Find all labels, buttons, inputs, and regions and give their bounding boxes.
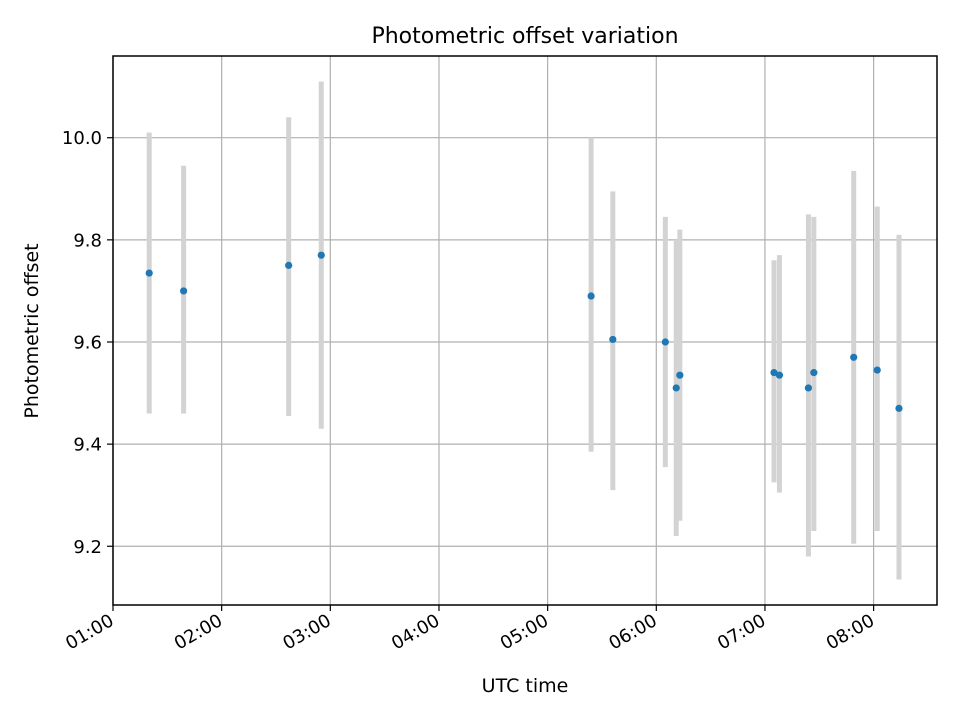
y-tick-label: 10.0 [62, 128, 102, 149]
data-point [285, 261, 293, 269]
data-point [587, 292, 595, 300]
data-point [895, 404, 903, 412]
data-point [770, 369, 778, 377]
y-tick-label: 9.2 [73, 537, 102, 558]
chart-title: Photometric offset variation [371, 24, 678, 49]
data-point [661, 338, 669, 346]
x-axis-label: UTC time [482, 675, 569, 697]
y-tick-label: 9.8 [73, 230, 102, 251]
data-point [850, 353, 858, 361]
data-point [810, 369, 818, 377]
y-tick-label: 9.4 [73, 435, 102, 456]
y-axis-label: Photometric offset [21, 243, 43, 418]
plot-frame [112, 55, 938, 606]
y-tick-label: 9.6 [73, 332, 102, 353]
grid [112, 56, 937, 605]
data-point [873, 366, 881, 374]
data-points [145, 251, 903, 412]
data-point [676, 371, 684, 379]
data-point [609, 335, 617, 344]
data-point [672, 384, 680, 392]
data-point [804, 384, 813, 392]
data-point [775, 371, 784, 379]
data-point [180, 287, 188, 295]
data-point [145, 269, 153, 277]
data-point [317, 251, 325, 259]
